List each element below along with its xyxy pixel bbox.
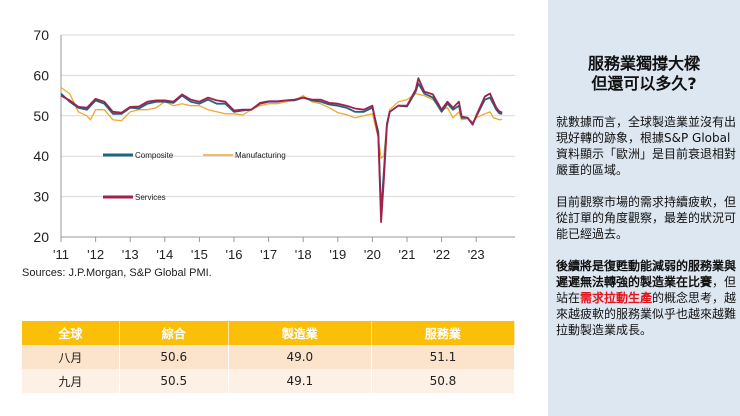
panel-title-line: 服務業獨撐大樑 (587, 54, 700, 73)
commentary-panel: 服務業獨撐大樑 但還可以多久? 就數據而言，全球製造業並沒有出現好轉的跡象，根據… (548, 0, 740, 416)
series-line-manufacturing (60, 86, 503, 159)
x-tick-label: '13 (122, 247, 139, 262)
table-cell: 49.1 (228, 369, 372, 393)
x-tick-label: '11 (53, 247, 69, 262)
paragraph-3: 後續將是復甦動能減弱的服務業與遲遲無法轉強的製造業在比賽，但站在需求拉動生產的概… (556, 258, 740, 338)
table-cell: 50.6 (119, 345, 229, 369)
table-row: 九月 50.5 49.1 50.8 (22, 369, 516, 393)
legend-label: Services (135, 193, 166, 202)
table-header: 服務業 (371, 321, 516, 345)
table-cell: 50.8 (371, 369, 516, 393)
y-tick-label: 20 (33, 229, 49, 245)
panel-title: 服務業獨撐大樑 但還可以多久? (548, 54, 740, 94)
table-header: 製造業 (228, 321, 372, 345)
pmi-table: 全球 綜合 製造業 服務業 八月 50.6 49.0 51.1 九月 50.5 … (22, 321, 516, 393)
chart-source: Sources: J.P.Morgan, S&P Global PMI. (22, 267, 212, 279)
text: 的概念思考，越來越疲軟的服務業似乎也越來越難拉動製造業成長。 (556, 291, 737, 337)
y-tick-label: 30 (33, 189, 49, 205)
x-tick-label: '12 (87, 247, 104, 262)
y-tick-label: 40 (33, 148, 49, 164)
x-tick-label: '21 (399, 247, 416, 262)
table-cell: 51.1 (371, 345, 516, 369)
x-tick-label: '23 (468, 247, 485, 262)
paragraph-1: 就數據而言，全球製造業並沒有出現好轉的跡象，根據S&P Global資料顯示「歐… (556, 115, 737, 177)
table-cell: 50.5 (119, 369, 229, 393)
table-cell: 八月 (22, 345, 120, 369)
x-tick-label: '22 (433, 247, 450, 262)
pmi-line-chart: 20 30 40 50 60 70 '11 '12 '13 '14 '15 '16 '17 '18 '19 '… (33, 27, 515, 262)
legend-label: Manufacturing (235, 151, 286, 160)
x-tick-label: '18 (295, 247, 312, 262)
legend-label: Composite (135, 151, 174, 160)
y-tick-label: 50 (33, 108, 49, 124)
text: ，但站在 (556, 275, 737, 305)
table-cell: 九月 (22, 369, 120, 393)
paragraph-2: 目前觀察市場的需求持續疲軟，但從訂單的角度觀察，最差的狀況可能已經過去。 (556, 195, 737, 241)
x-tick-label: '20 (364, 247, 381, 262)
table-header: 綜合 (119, 321, 229, 345)
highlight-text: 需求拉動生產 (580, 291, 653, 305)
series-line-composite (60, 82, 503, 214)
x-tick-label: '16 (226, 247, 243, 262)
series-line-services (60, 77, 503, 223)
panel-title-line: 但還可以多久? (591, 74, 697, 93)
table-cell: 49.0 (228, 345, 372, 369)
table-row: 八月 50.6 49.0 51.1 (22, 345, 516, 369)
x-tick-label: '19 (329, 247, 346, 262)
y-tick-label: 60 (33, 67, 49, 83)
x-tick-label: '14 (156, 247, 173, 262)
x-tick-label: '15 (191, 247, 208, 262)
y-tick-label: 70 (33, 27, 49, 43)
bold-text: 後續將是復甦動能減弱的服務業與遲遲無法轉強的製造業在比賽 (556, 259, 737, 289)
x-tick-label: '17 (260, 247, 277, 262)
table-header: 全球 (22, 321, 120, 345)
